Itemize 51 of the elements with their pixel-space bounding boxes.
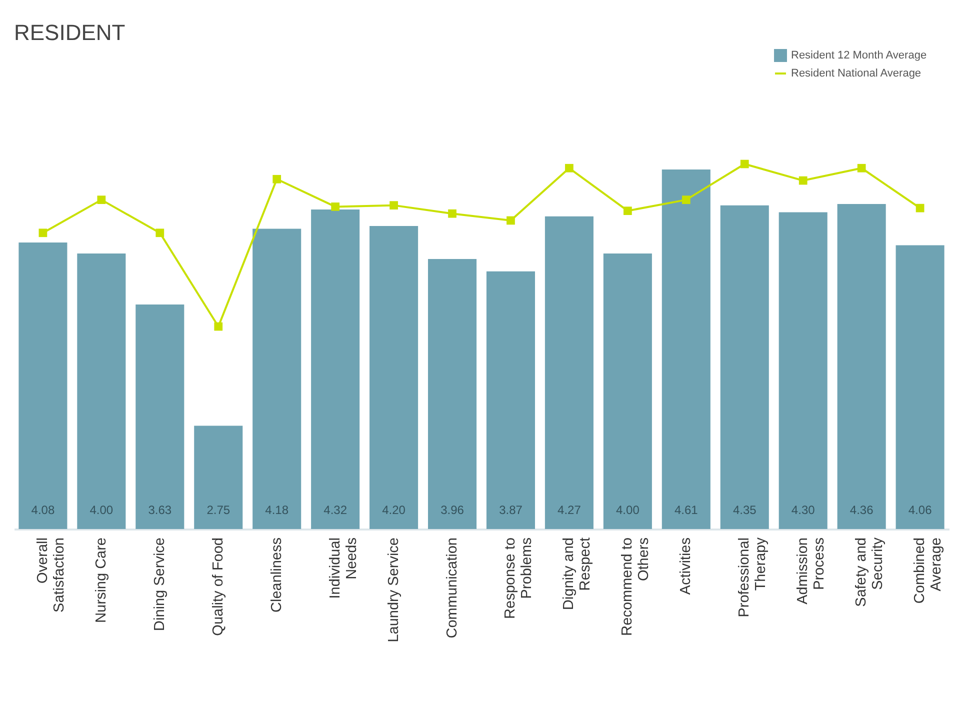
data-label: 3.63 bbox=[148, 503, 172, 517]
point bbox=[331, 202, 340, 211]
point bbox=[448, 209, 456, 218]
x-tick-label: Quality of Food bbox=[210, 538, 226, 636]
x-tick-label: Combined Average bbox=[912, 538, 945, 604]
data-label: 4.35 bbox=[732, 503, 757, 517]
x-tick-label: Dignity and Respect bbox=[561, 538, 594, 610]
point bbox=[97, 196, 106, 204]
x-tick-label: Activities bbox=[678, 538, 694, 595]
data-label: 4.18 bbox=[265, 503, 289, 517]
data-label: 4.32 bbox=[324, 503, 348, 517]
point bbox=[798, 176, 808, 185]
data-label: 2.75 bbox=[206, 503, 230, 517]
data-label: 4.00 bbox=[616, 503, 640, 517]
x-tick-label: Laundry Service bbox=[386, 538, 402, 642]
x-tick-label: Cleanliness bbox=[268, 538, 285, 612]
x-tick-label: Response to Problems bbox=[502, 538, 536, 619]
data-label: 4.30 bbox=[791, 503, 816, 517]
x-tick-label: Nursing Care bbox=[93, 538, 110, 623]
point bbox=[624, 206, 632, 216]
legend-label: Resident 12 Month Average bbox=[791, 50, 927, 62]
legend-label: Resident National Average bbox=[791, 68, 922, 80]
data-label: 4.20 bbox=[382, 503, 406, 517]
data-label: 4.00 bbox=[90, 503, 114, 517]
point bbox=[857, 164, 866, 172]
data-label: 4.61 bbox=[674, 503, 698, 517]
x-tick-label: Admission Process bbox=[795, 538, 828, 604]
x-tick-label: Individual Needs bbox=[327, 538, 360, 599]
chart-title: RESIDENT bbox=[14, 20, 126, 45]
x-tick-label: Communication bbox=[444, 538, 460, 638]
point bbox=[916, 204, 924, 212]
x-tick-label: Overall Satisfaction bbox=[34, 538, 68, 612]
point bbox=[156, 228, 164, 238]
x-tick-label: Safety and Security bbox=[854, 536, 886, 607]
data-label: 4.27 bbox=[558, 503, 582, 517]
point bbox=[390, 201, 398, 210]
data-label: 3.96 bbox=[440, 503, 464, 517]
point bbox=[506, 216, 515, 225]
point bbox=[38, 228, 48, 238]
point bbox=[682, 196, 690, 204]
point bbox=[740, 160, 749, 168]
point bbox=[565, 164, 574, 172]
data-label: 4.36 bbox=[850, 503, 874, 517]
x-tick-label: Dining Service bbox=[152, 538, 168, 631]
x-tick-label: Professional Therapy bbox=[736, 536, 770, 618]
x-tick-label: Recommend to Others bbox=[620, 538, 652, 636]
point bbox=[214, 322, 223, 331]
data-label: 4.06 bbox=[908, 503, 932, 517]
data-label: 4.08 bbox=[31, 503, 55, 517]
point bbox=[272, 174, 282, 184]
data-label: 3.87 bbox=[499, 503, 523, 517]
